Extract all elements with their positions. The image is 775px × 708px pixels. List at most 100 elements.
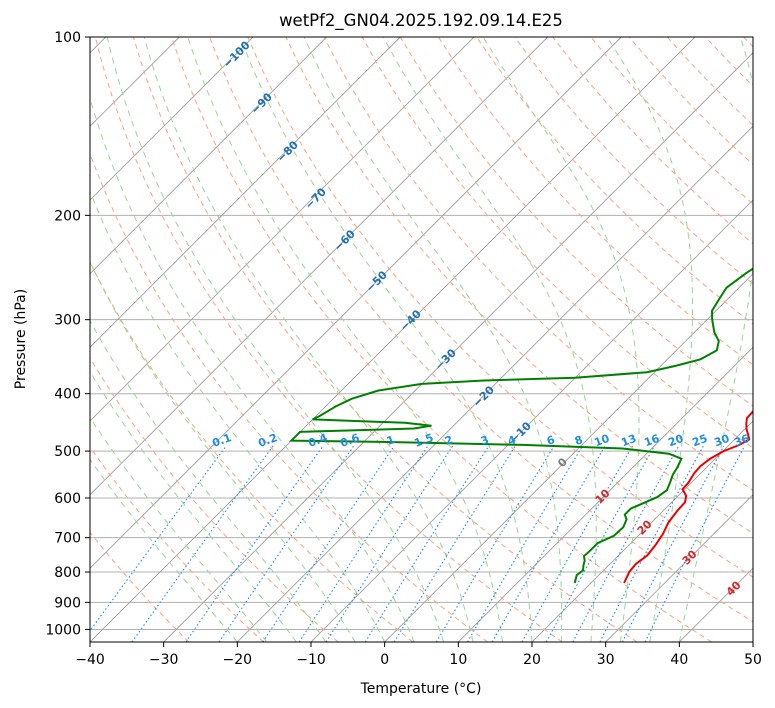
y-tick-label: 400	[54, 387, 81, 403]
dry-adiabat-line	[704, 37, 753, 87]
isotherm-lines	[90, 37, 753, 642]
isotherm-line	[605, 494, 753, 642]
dry-adiabat-label: −90	[248, 90, 275, 117]
moist-adiabat-line	[90, 319, 327, 642]
mixing-ratio-label: 0.2	[256, 431, 279, 450]
mixing-ratio-line	[572, 445, 680, 642]
isotherm-line	[457, 346, 753, 642]
moist-adiabat-line	[106, 37, 445, 642]
mixing-ratio-line	[599, 445, 704, 642]
y-axis: 100 200 300 400 500 600 700 800 900 1000	[45, 30, 90, 638]
moist-adiabat-line	[90, 260, 356, 642]
dry-adiabat-line	[437, 37, 753, 366]
mixing-ratio-label: 0.4	[306, 431, 329, 450]
isotherm-line	[531, 420, 753, 642]
x-tick-label: 30	[597, 652, 615, 668]
dry-adiabat-line	[171, 37, 712, 642]
moist-adiabat-line	[303, 37, 563, 642]
dry-adiabat-line	[247, 37, 753, 578]
isotherm-line	[90, 37, 622, 569]
x-tick-label: −30	[149, 652, 179, 668]
moist-adiabat-line	[239, 37, 533, 642]
isotherm-line	[310, 199, 753, 642]
dry-adiabat-line	[90, 152, 488, 642]
mixing-ratio-line	[218, 445, 355, 642]
y-tick-label: 300	[54, 313, 81, 329]
dry-adiabat-label: 10	[593, 486, 613, 506]
x-tick-label: −40	[75, 652, 105, 668]
dry-adiabat-label: −20	[470, 383, 497, 410]
mixing-ratio-label: 1.5	[412, 431, 435, 450]
mixing-ratio-label: 30	[712, 432, 731, 450]
mixing-ratio-label: 2	[443, 433, 455, 448]
temperature-line	[623, 410, 753, 584]
dewpoint-line	[289, 267, 753, 584]
sounding-profiles	[289, 267, 753, 584]
mixing-ratio-label: 13	[619, 432, 638, 449]
y-tick-label: 200	[54, 208, 81, 224]
dry-adiabat-line	[90, 446, 264, 642]
mixing-ratio-label: 4	[506, 433, 518, 448]
dry-adiabat-label: −80	[274, 138, 301, 165]
dry-adiabat-label: −40	[397, 307, 424, 334]
isobar-lines	[90, 37, 753, 630]
isotherm-line	[90, 37, 401, 348]
moist-adiabat-line	[90, 96, 415, 642]
dry-adiabat-line	[90, 531, 190, 642]
dry-adiabat-line	[94, 37, 563, 642]
y-tick-label: 900	[54, 595, 81, 611]
x-axis-title: Temperature (°C)	[360, 681, 482, 697]
x-tick-label: 10	[449, 652, 467, 668]
mixing-ratio-label: 20	[666, 432, 685, 450]
mixing-ratio-label: 0.6	[338, 431, 361, 450]
mixing-ratio-label: 36	[732, 432, 751, 450]
moist-adiabat-line	[678, 37, 753, 642]
mixing-ratio-line	[545, 445, 656, 642]
dry-adiabat-label: 40	[724, 578, 744, 598]
x-tick-label: 0	[380, 652, 389, 668]
y-tick-label: 800	[54, 565, 81, 581]
isotherm-line	[752, 641, 753, 642]
dry-adiabat-line	[399, 37, 753, 407]
mixing-ratio-line	[185, 445, 324, 642]
y-tick-label: 100	[54, 30, 81, 46]
y-tick-label: 700	[54, 531, 81, 547]
moist-adiabat-line	[482, 37, 640, 642]
dry-adiabat-line	[90, 356, 339, 642]
dry-adiabat-label: 0	[555, 455, 570, 470]
dry-adiabat-line	[514, 37, 753, 285]
y-tick-label: 1000	[45, 622, 81, 638]
moist-adiabat-line	[143, 37, 474, 642]
mixing-ratio-label: 6	[545, 433, 557, 448]
isotherm-line	[90, 37, 475, 422]
mixing-ratio-line	[364, 445, 490, 642]
mixing-ratio-label: 3	[479, 433, 491, 448]
mixing-ratio-line	[435, 445, 555, 642]
dry-adiabat-line	[90, 260, 414, 642]
mixing-ratio-label: 16	[642, 432, 661, 450]
moist-adiabat-line	[187, 37, 503, 642]
x-tick-label: −20	[223, 652, 253, 668]
dry-adiabat-label: −100	[221, 38, 253, 70]
mixing-ratio-line	[393, 445, 516, 642]
moist-adiabat-line	[90, 458, 238, 642]
dry-adiabat-line	[590, 37, 753, 205]
dry-adiabat-line	[132, 37, 638, 642]
mixing-ratio-line	[262, 445, 395, 642]
chart-title: wetPf2_GN04.2025.192.09.14.E25	[279, 11, 563, 31]
isotherm-line	[90, 37, 696, 642]
mixing-ratio-line	[325, 445, 454, 642]
x-tick-label: 40	[670, 652, 688, 668]
x-tick-label: 20	[523, 652, 541, 668]
isotherm-line	[90, 37, 254, 201]
plot-frame	[89, 36, 754, 643]
dry-adiabat-line	[666, 37, 753, 126]
isotherm-line	[384, 273, 753, 642]
mixing-ratio-line	[467, 445, 584, 642]
dry-adiabat-lines	[90, 37, 753, 642]
dry-adiabat-line	[361, 37, 753, 449]
mixing-ratio-label: 1	[385, 433, 397, 448]
x-tick-label: −10	[296, 652, 326, 668]
mixing-ratio-label: 10	[592, 432, 611, 450]
